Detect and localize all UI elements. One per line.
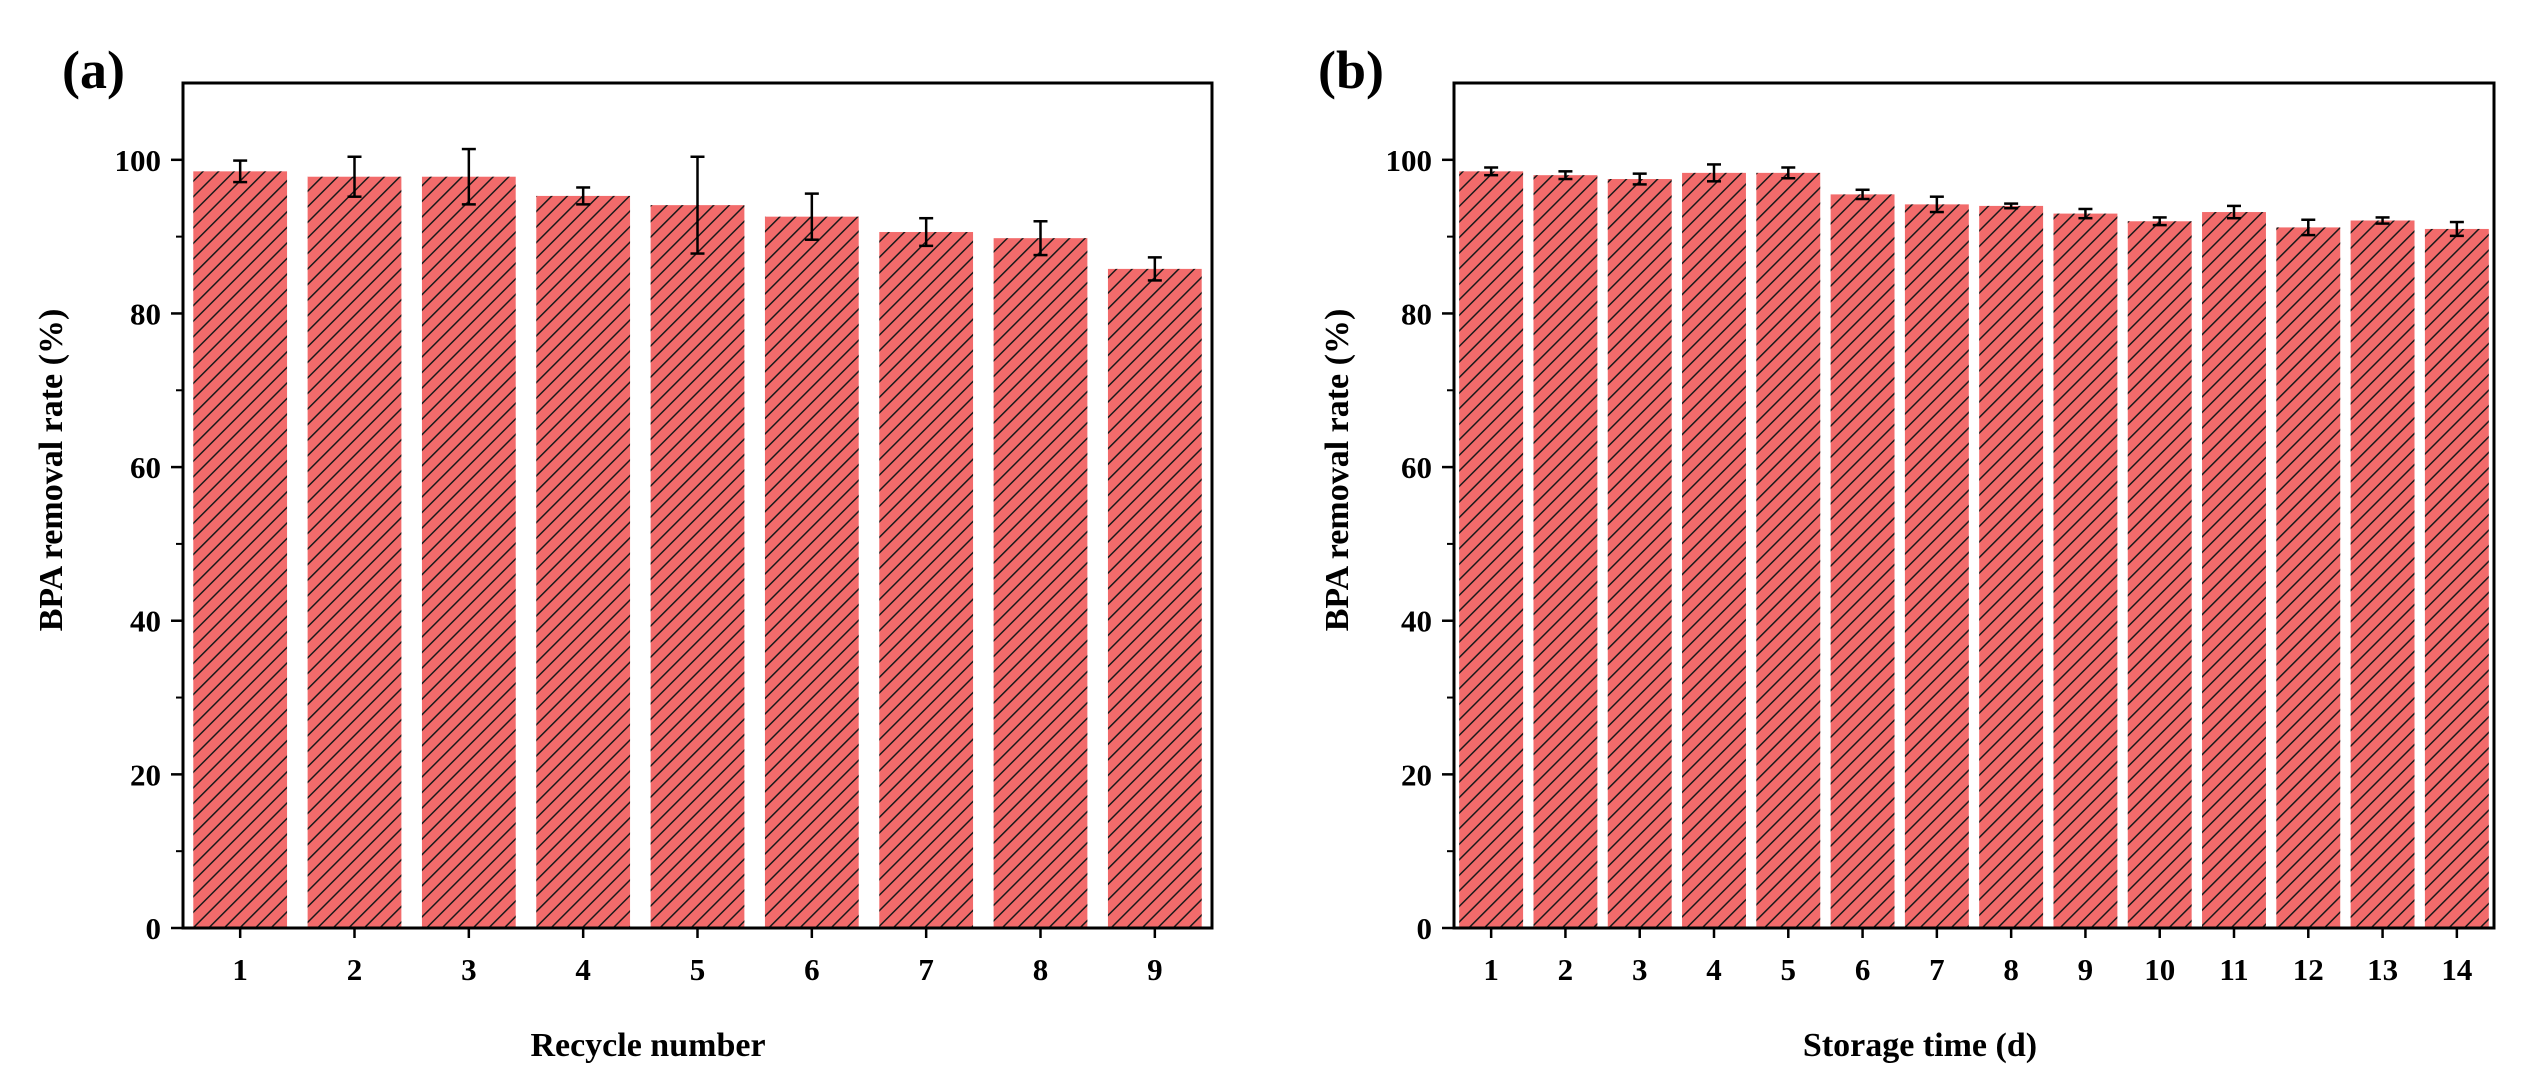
- y-tick-label-b-60: 60: [1401, 450, 1432, 485]
- y-tick-label-a-40: 40: [130, 604, 161, 639]
- y-tick-label-b-20: 20: [1401, 757, 1432, 792]
- error-bar-a-8: [1033, 220, 1048, 257]
- x-tick-label-b-5: 5: [1781, 952, 1797, 987]
- y-tick-label-a-0: 0: [146, 911, 162, 946]
- chart-panel-a: (a) 0 20 40 60 80 100 1 2 3 4 5 6 7 8 9 BPA removal r…: [33, 40, 1214, 1064]
- x-ticks-a: 1 2 3 4 5 6 7 8 9: [232, 928, 1163, 987]
- x-tick-label-a-6: 6: [804, 952, 820, 987]
- y-axis-label-b: BPA removal rate (%): [1319, 309, 1356, 632]
- panel-label-a: (a): [62, 40, 125, 100]
- error-bar-a-7: [919, 216, 934, 248]
- bar-hatch-a-5: [650, 205, 745, 928]
- bar-hatch-b-8: [1979, 205, 2044, 929]
- x-tick-label-b-3: 3: [1632, 952, 1648, 987]
- y-tick-label-a-80: 80: [130, 296, 161, 331]
- bar-hatch-b-6: [1830, 194, 1895, 929]
- error-bar-a-1: [233, 159, 248, 184]
- error-bar-b-13: [2375, 216, 2390, 225]
- error-bar-b-6: [1855, 188, 1870, 201]
- x-tick-label-b-9: 9: [2078, 952, 2094, 987]
- plot-frame-b: [1452, 81, 2496, 930]
- error-bar-b-14: [2449, 220, 2464, 238]
- error-bar-b-9: [2078, 207, 2093, 220]
- x-tick-label-a-1: 1: [232, 952, 248, 987]
- bar-hatch-b-2: [1533, 175, 1598, 928]
- error-bar-a-5: [690, 155, 705, 255]
- bar-hatch-a-7: [879, 232, 974, 928]
- bar-hatch-b-10: [2127, 221, 2192, 929]
- x-tick-label-a-9: 9: [1147, 952, 1163, 987]
- y-tick-label-b-40: 40: [1401, 604, 1432, 639]
- error-bar-a-9: [1147, 256, 1162, 282]
- error-bars-b: [1484, 163, 2464, 238]
- y-tick-label-a-20: 20: [130, 757, 161, 792]
- bars-b: [1459, 171, 2489, 929]
- x-tick-label-b-8: 8: [2003, 952, 2019, 987]
- y-tick-label-a-60: 60: [130, 450, 161, 485]
- error-bar-b-2: [1558, 170, 1573, 181]
- error-bar-b-8: [2004, 202, 2019, 210]
- x-tick-label-a-3: 3: [461, 952, 477, 987]
- bar-hatch-a-6: [764, 216, 859, 928]
- error-bars-a: [233, 147, 1162, 282]
- error-bar-b-12: [2301, 218, 2316, 237]
- x-tick-label-a-4: 4: [575, 952, 591, 987]
- bar-hatch-b-5: [1756, 172, 1821, 929]
- y-tick-label-a-100: 100: [115, 143, 162, 178]
- error-bar-a-2: [347, 155, 362, 198]
- x-tick-label-b-7: 7: [1929, 952, 1945, 987]
- error-bar-b-7: [1929, 195, 1944, 214]
- x-tick-label-b-14: 14: [2441, 952, 2472, 987]
- y-ticks-a: 0 20 40 60 80 100: [115, 143, 183, 946]
- bar-hatch-b-7: [1904, 204, 1969, 928]
- error-bar-b-5: [1781, 166, 1796, 180]
- x-tick-label-b-6: 6: [1855, 952, 1871, 987]
- x-tick-label-a-5: 5: [690, 952, 706, 987]
- bar-hatch-a-8: [993, 238, 1088, 928]
- panel-label-b: (b): [1318, 40, 1384, 100]
- x-tick-label-b-4: 4: [1706, 952, 1722, 987]
- error-bar-b-3: [1632, 172, 1647, 186]
- error-bar-a-4: [576, 186, 591, 206]
- error-bar-b-4: [1707, 163, 1721, 183]
- x-ticks-b: 1 2 3 4 5 6 7 8 9 10 11 12 13 14: [1483, 928, 2472, 987]
- x-tick-label-b-11: 11: [2219, 952, 2248, 987]
- x-tick-label-b-2: 2: [1558, 952, 1574, 987]
- bar-hatch-b-11: [2202, 212, 2266, 928]
- bar-hatch-b-13: [2350, 220, 2415, 929]
- y-ticks-b: 0 20 40 60 80 100: [1386, 143, 1454, 946]
- y-tick-label-b-100: 100: [1386, 143, 1433, 178]
- error-bar-a-3: [461, 147, 476, 206]
- error-bar-b-1: [1484, 166, 1499, 177]
- bar-hatch-a-9: [1107, 268, 1202, 928]
- x-tick-label-b-13: 13: [2367, 952, 2398, 987]
- x-tick-label-a-2: 2: [347, 952, 363, 987]
- x-axis-label-b: Storage time (d): [1803, 1027, 2037, 1064]
- bar-hatch-b-4: [1682, 172, 1746, 929]
- bar-hatch-b-12: [2276, 227, 2341, 928]
- bars-a: [193, 171, 1202, 928]
- error-bar-b-11: [2227, 204, 2241, 220]
- x-tick-label-b-10: 10: [2144, 952, 2175, 987]
- error-bar-a-6: [804, 192, 819, 241]
- error-bar-b-10: [2152, 216, 2167, 227]
- x-tick-label-a-8: 8: [1033, 952, 1049, 987]
- bar-hatch-a-2: [307, 176, 402, 928]
- x-axis-label-a: Recycle number: [530, 1027, 765, 1064]
- y-axis-label-a: BPA removal rate (%): [33, 309, 70, 632]
- x-tick-label-b-1: 1: [1483, 952, 1499, 987]
- bar-hatch-b-3: [1607, 179, 1672, 929]
- bar-hatch-b-14: [2424, 228, 2489, 929]
- x-tick-label-a-7: 7: [918, 952, 934, 987]
- y-tick-label-b-0: 0: [1417, 911, 1433, 946]
- x-tick-label-b-12: 12: [2293, 952, 2324, 987]
- y-tick-label-b-80: 80: [1401, 296, 1432, 331]
- bar-hatch-b-9: [2053, 213, 2118, 928]
- bar-hatch-a-3: [421, 176, 516, 928]
- bar-hatch-a-1: [193, 171, 288, 928]
- bar-hatch-a-4: [536, 195, 631, 928]
- bar-hatch-b-1: [1459, 171, 1524, 928]
